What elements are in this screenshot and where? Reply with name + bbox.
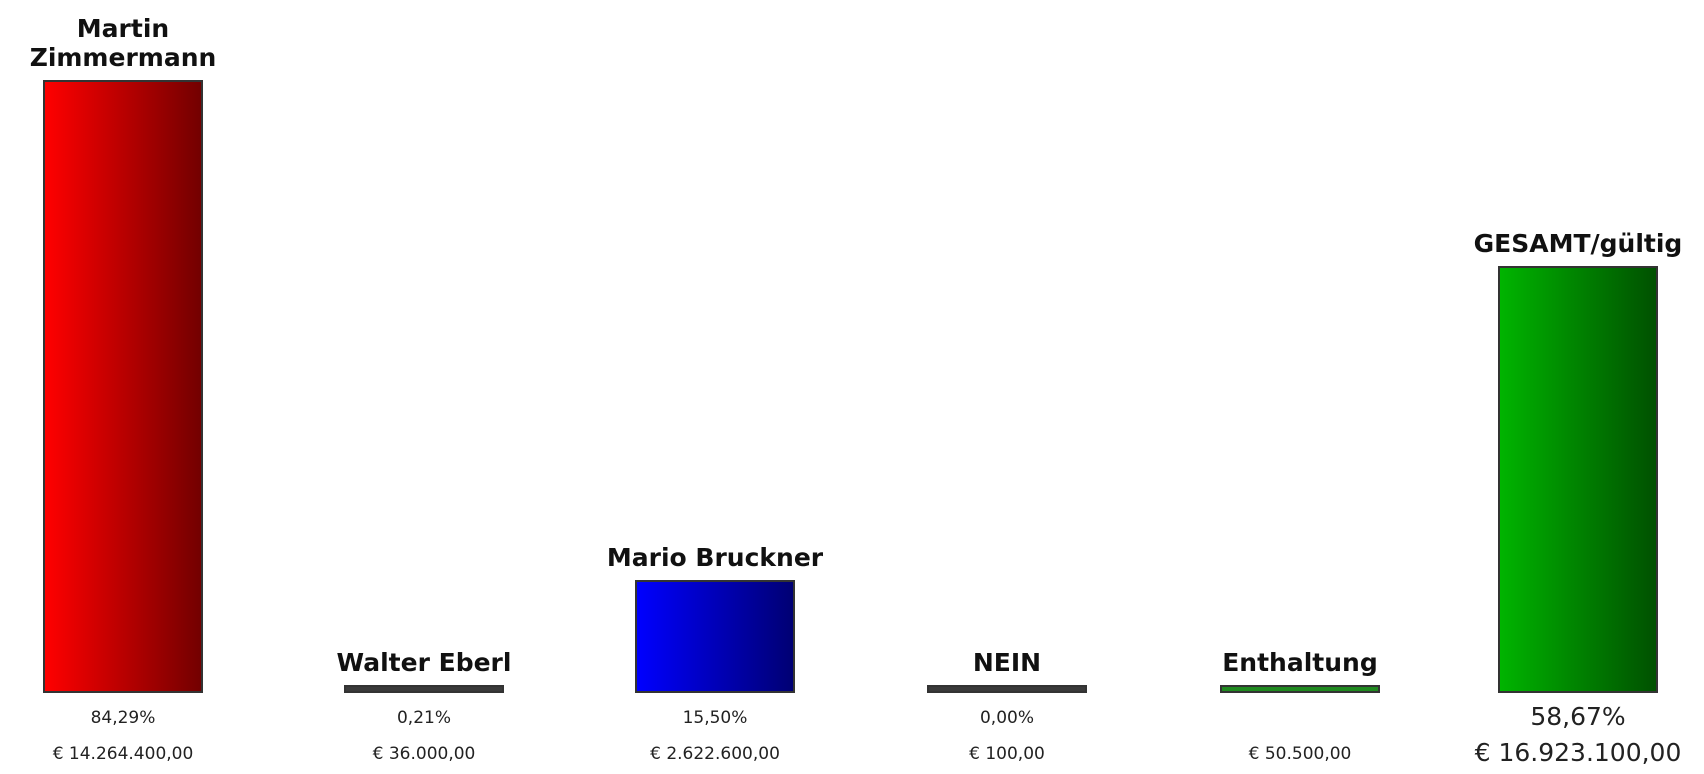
value-label: 15,50% [682,708,748,728]
value-label: 0,21% [396,708,451,728]
value-label: 0,00% [979,708,1034,728]
category-label: Martin Zimmermann [29,13,217,72]
bar [927,685,1087,693]
category-label: NEIN [972,648,1042,677]
bar [1498,266,1658,693]
category-label: GESAMT/gültig [1473,229,1683,258]
amount-label: € 16.923.100,00 [1474,738,1682,767]
category-label: Walter Eberl [336,648,512,677]
value-label: 84,29% [90,708,156,728]
amount-label: € 14.264.400,00 [52,744,194,764]
bar [635,580,795,693]
amount-label: € 100,00 [969,744,1045,764]
bar [43,79,203,693]
category-label: Mario Bruckner [606,543,824,573]
value-label: 58,67% [1530,702,1626,731]
amount-label: € 2.622.600,00 [650,744,780,764]
bar [344,685,504,693]
bar [1220,685,1380,693]
amount-label: € 36.000,00 [372,744,476,764]
category-label: Enthaltung [1222,648,1378,677]
amount-label: € 50.500,00 [1248,744,1352,764]
